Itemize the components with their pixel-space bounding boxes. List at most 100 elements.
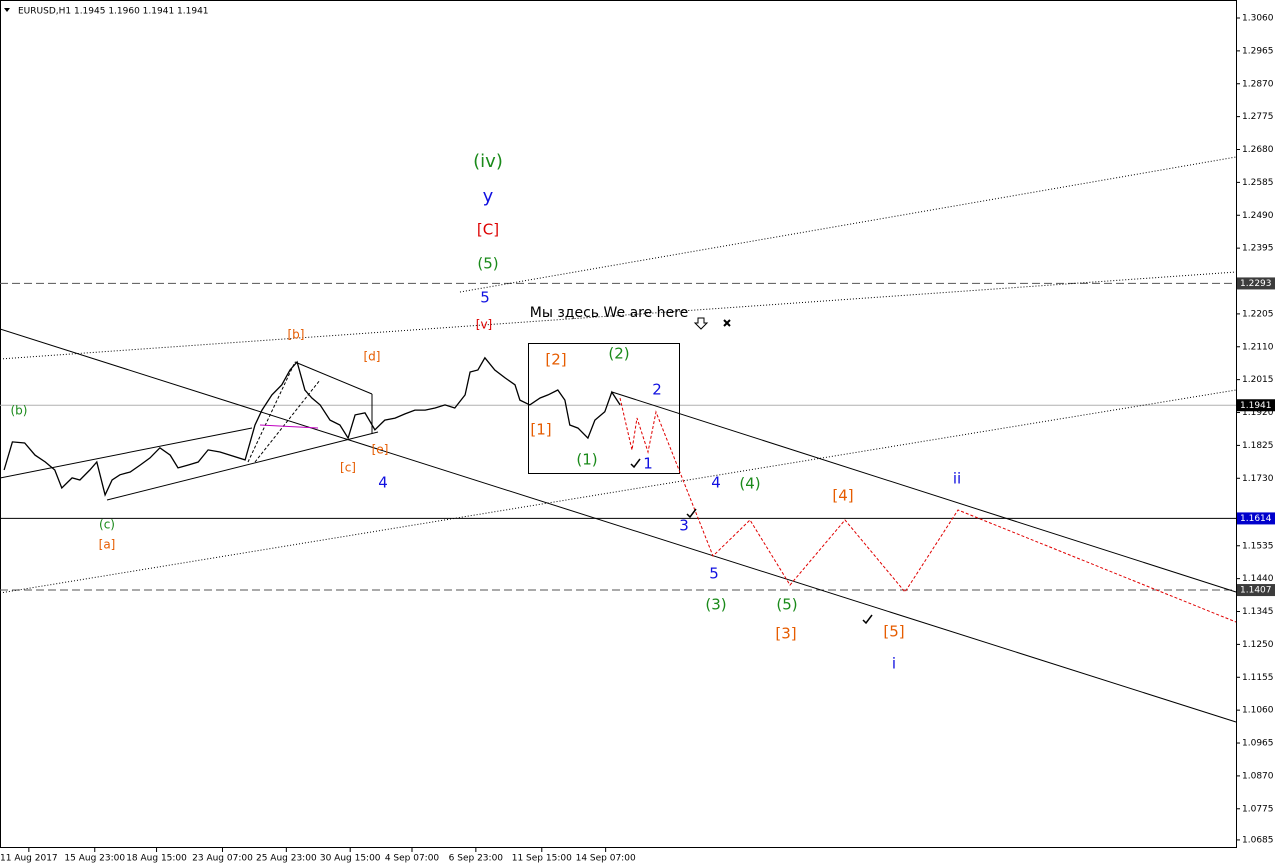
wave-label: (3) — [705, 596, 726, 614]
y-tick-label: 1.1155 — [1242, 673, 1274, 683]
wave-label: [d] — [364, 350, 381, 364]
wave-label: i — [892, 655, 896, 673]
y-tick-label: 1.1920 — [1242, 408, 1274, 418]
x-tick-label: 23 Aug 07:00 — [192, 854, 253, 864]
wave-label: y — [483, 186, 494, 207]
level-label: 1.1407 — [1240, 586, 1272, 596]
dashed-line — [247, 361, 296, 463]
note: Мы здесь We are here — [530, 305, 688, 321]
y-tick-label: 1.3060 — [1242, 13, 1274, 23]
wave-label: 5 — [480, 289, 490, 307]
check-icon — [862, 614, 873, 625]
icons — [630, 317, 873, 625]
wave-label: [v] — [476, 318, 492, 332]
plot-frame — [0, 0, 1237, 848]
wave-label: [e] — [372, 443, 389, 457]
y-tick-label: 1.2965 — [1242, 46, 1274, 56]
y-tick-label: 1.2775 — [1242, 112, 1274, 122]
y-tick-label: 1.1060 — [1242, 706, 1274, 716]
box — [528, 343, 680, 474]
trend-lines — [0, 156, 1237, 723]
wave-label: [a] — [99, 538, 116, 552]
dotted-line — [459, 156, 1237, 293]
cross-icon — [723, 319, 731, 327]
wave-label: (2) — [608, 345, 629, 363]
wave-label: (b) — [11, 404, 28, 418]
magenta-line — [259, 424, 319, 429]
levels — [0, 282, 1236, 591]
y-tick-label: 1.2110 — [1242, 342, 1274, 352]
wave-label: [1] — [530, 421, 551, 439]
wave-label: [c] — [340, 461, 356, 475]
axes: 1.3060 1.2965 1.2870 1.2775 1.2680 1.2585 1.24… — [0, 13, 1275, 864]
triangle-line — [106, 431, 379, 501]
check-icon — [686, 508, 697, 519]
x-tick-label: 4 Sep 07:00 — [385, 854, 440, 864]
wave-label: (5) — [477, 255, 498, 273]
y-tick-label: 1.1250 — [1242, 640, 1274, 650]
wave-label: [4] — [832, 487, 853, 505]
x-tick-label: 15 Aug 23:00 — [64, 854, 125, 864]
y-tick-label: 1.1535 — [1242, 541, 1274, 551]
x-tick-label: 30 Aug 15:00 — [320, 854, 381, 864]
price — [3, 356, 621, 497]
y-tick-label: 1.1440 — [1242, 574, 1274, 584]
triangle-line — [294, 361, 373, 395]
wave-label: (4) — [739, 475, 760, 493]
wave-label: [3] — [775, 625, 796, 643]
y-tick-label: 1.0775 — [1242, 804, 1274, 814]
projection-path — [619, 397, 1237, 623]
annotations: (iv) y [C] (5) 5 [v] [b] [d] (b) (c) [a]… — [11, 151, 962, 673]
level-label: 1.2293 — [1240, 279, 1272, 289]
y-tick-label: 1.1345 — [1242, 607, 1274, 617]
y-tick-label: 1.2680 — [1242, 145, 1274, 155]
level-label: 1.1614 — [1240, 514, 1272, 524]
check-icon — [630, 458, 641, 469]
wave-label: (iv) — [473, 151, 503, 172]
level-label-bg — [1237, 399, 1275, 412]
wave-label: [C] — [477, 221, 499, 239]
wave-label: (5) — [776, 596, 797, 614]
wave-label: [2] — [545, 351, 566, 369]
level-label-bg — [1237, 512, 1275, 525]
wave-label: ii — [953, 470, 961, 488]
y-tick-label: 1.1730 — [1242, 474, 1274, 484]
wave-label: 5 — [709, 565, 719, 583]
x-tick-label: 6 Sep 23:00 — [449, 854, 504, 864]
level-label: 1.1941 — [1240, 401, 1272, 411]
wave-label: 2 — [652, 381, 662, 399]
wave-label: 3 — [679, 517, 689, 535]
arrow-icon — [693, 317, 709, 330]
dashed-line — [254, 379, 321, 463]
x-tick-label: 11 Sep 15:00 — [512, 854, 572, 864]
title-icon — [4, 8, 10, 12]
y-tick-label: 1.2585 — [1242, 178, 1274, 188]
triangle-line — [0, 427, 253, 479]
level-label-bg — [1237, 277, 1275, 290]
wave-label: 4 — [378, 474, 388, 492]
y-tick-label: 1.1825 — [1242, 441, 1274, 451]
wave-label: (1) — [576, 451, 597, 469]
x-tick-label: 25 Aug 23:00 — [256, 854, 317, 864]
wave-label: [b] — [288, 328, 305, 342]
y-tick-label: 1.2015 — [1242, 375, 1274, 385]
price-line — [3, 356, 621, 497]
x-tick-label: 14 Sep 07:00 — [576, 854, 636, 864]
y-tick-label: 1.0685 — [1242, 835, 1274, 845]
y-tick-label: 1.2490 — [1242, 211, 1274, 221]
y-tick-label: 1.2395 — [1242, 244, 1274, 254]
wave-label: (c) — [99, 518, 115, 532]
level-label-bg — [1237, 584, 1275, 597]
channel-line — [611, 391, 1237, 593]
y-tick-label: 1.2205 — [1242, 309, 1274, 319]
channel-line — [0, 328, 1237, 723]
wave-label: 1 — [643, 455, 653, 473]
x-tick-label: 11 Aug 2017 — [0, 854, 58, 864]
y-tick-label: 1.2870 — [1242, 79, 1274, 89]
wave-label: 4 — [711, 474, 721, 492]
dotted-line — [0, 271, 1237, 360]
y-tick-label: 1.0965 — [1242, 739, 1274, 749]
y-tick-label: 1.0870 — [1242, 771, 1274, 781]
chart-title: EURUSD,H1 1.1945 1.1960 1.1941 1.1941 — [18, 7, 209, 17]
